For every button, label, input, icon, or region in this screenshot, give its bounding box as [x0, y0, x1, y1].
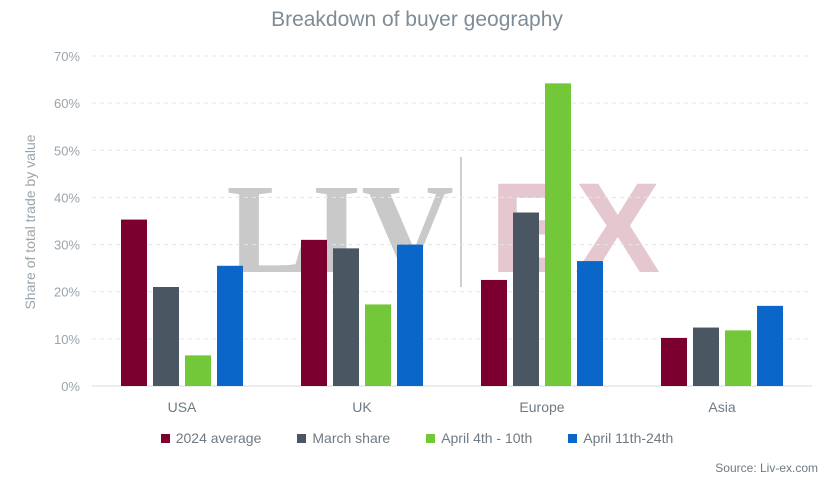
x-tick-label: UK — [352, 399, 372, 415]
bar-asia-series-1 — [693, 327, 719, 386]
bar-asia-series-3 — [757, 305, 783, 386]
bar-usa-series-2 — [185, 355, 211, 386]
legend-item: April 4th - 10th — [426, 430, 532, 446]
x-tick-label: Europe — [519, 399, 564, 415]
gridlines — [92, 55, 812, 387]
y-tick-label: 40% — [54, 190, 80, 205]
y-tick-label: 20% — [54, 285, 80, 300]
bar-europe-series-0 — [481, 279, 507, 386]
legend-label: April 11th-24th — [583, 430, 674, 446]
chart-title: Breakdown of buyer geography — [271, 8, 563, 31]
bar-uk-series-3 — [397, 244, 423, 386]
y-tick-label: 50% — [54, 143, 80, 158]
y-tick-label: 70% — [54, 49, 80, 64]
legend-swatch — [568, 433, 578, 443]
y-tick-label: 60% — [54, 96, 80, 111]
legend-item: April 11th-24th — [568, 430, 673, 446]
legend-swatch — [297, 433, 307, 443]
bar-asia-series-2 — [725, 330, 751, 386]
legend-label: April 4th - 10th — [441, 430, 533, 446]
legend-label: 2024 average — [175, 430, 262, 446]
bar-europe-series-2 — [545, 83, 571, 386]
y-tick-label: 0% — [61, 379, 80, 394]
bar-uk-series-1 — [333, 248, 359, 386]
source-note: Source: Liv-ex.com — [715, 461, 818, 475]
legend-label: March share — [312, 430, 391, 446]
legend-swatch — [160, 433, 170, 443]
bar-europe-series-1 — [513, 212, 539, 386]
bar-usa-series-0 — [121, 219, 147, 386]
y-axis-ticks: 0% 10% 20% 30% 40% 50% 60% 70% — [54, 49, 80, 394]
legend-item: March share — [297, 430, 390, 446]
x-tick-label: Asia — [708, 399, 735, 415]
x-tick-label: USA — [168, 399, 197, 415]
bars — [121, 83, 783, 386]
bar-europe-series-3 — [577, 261, 603, 386]
bar-uk-series-0 — [301, 239, 327, 386]
x-axis-ticks: USA UK Europe Asia — [168, 399, 736, 415]
bar-usa-series-1 — [153, 287, 179, 386]
bar-asia-series-0 — [661, 337, 687, 386]
chart-legend: 2024 average March share April 4th - 10th A… — [0, 430, 834, 446]
legend-item: 2024 average — [160, 430, 262, 446]
bar-usa-series-3 — [217, 265, 243, 386]
y-tick-label: 10% — [54, 332, 80, 347]
y-tick-label: 30% — [54, 238, 80, 253]
legend-swatch — [426, 433, 436, 443]
bar-uk-series-2 — [365, 304, 391, 386]
